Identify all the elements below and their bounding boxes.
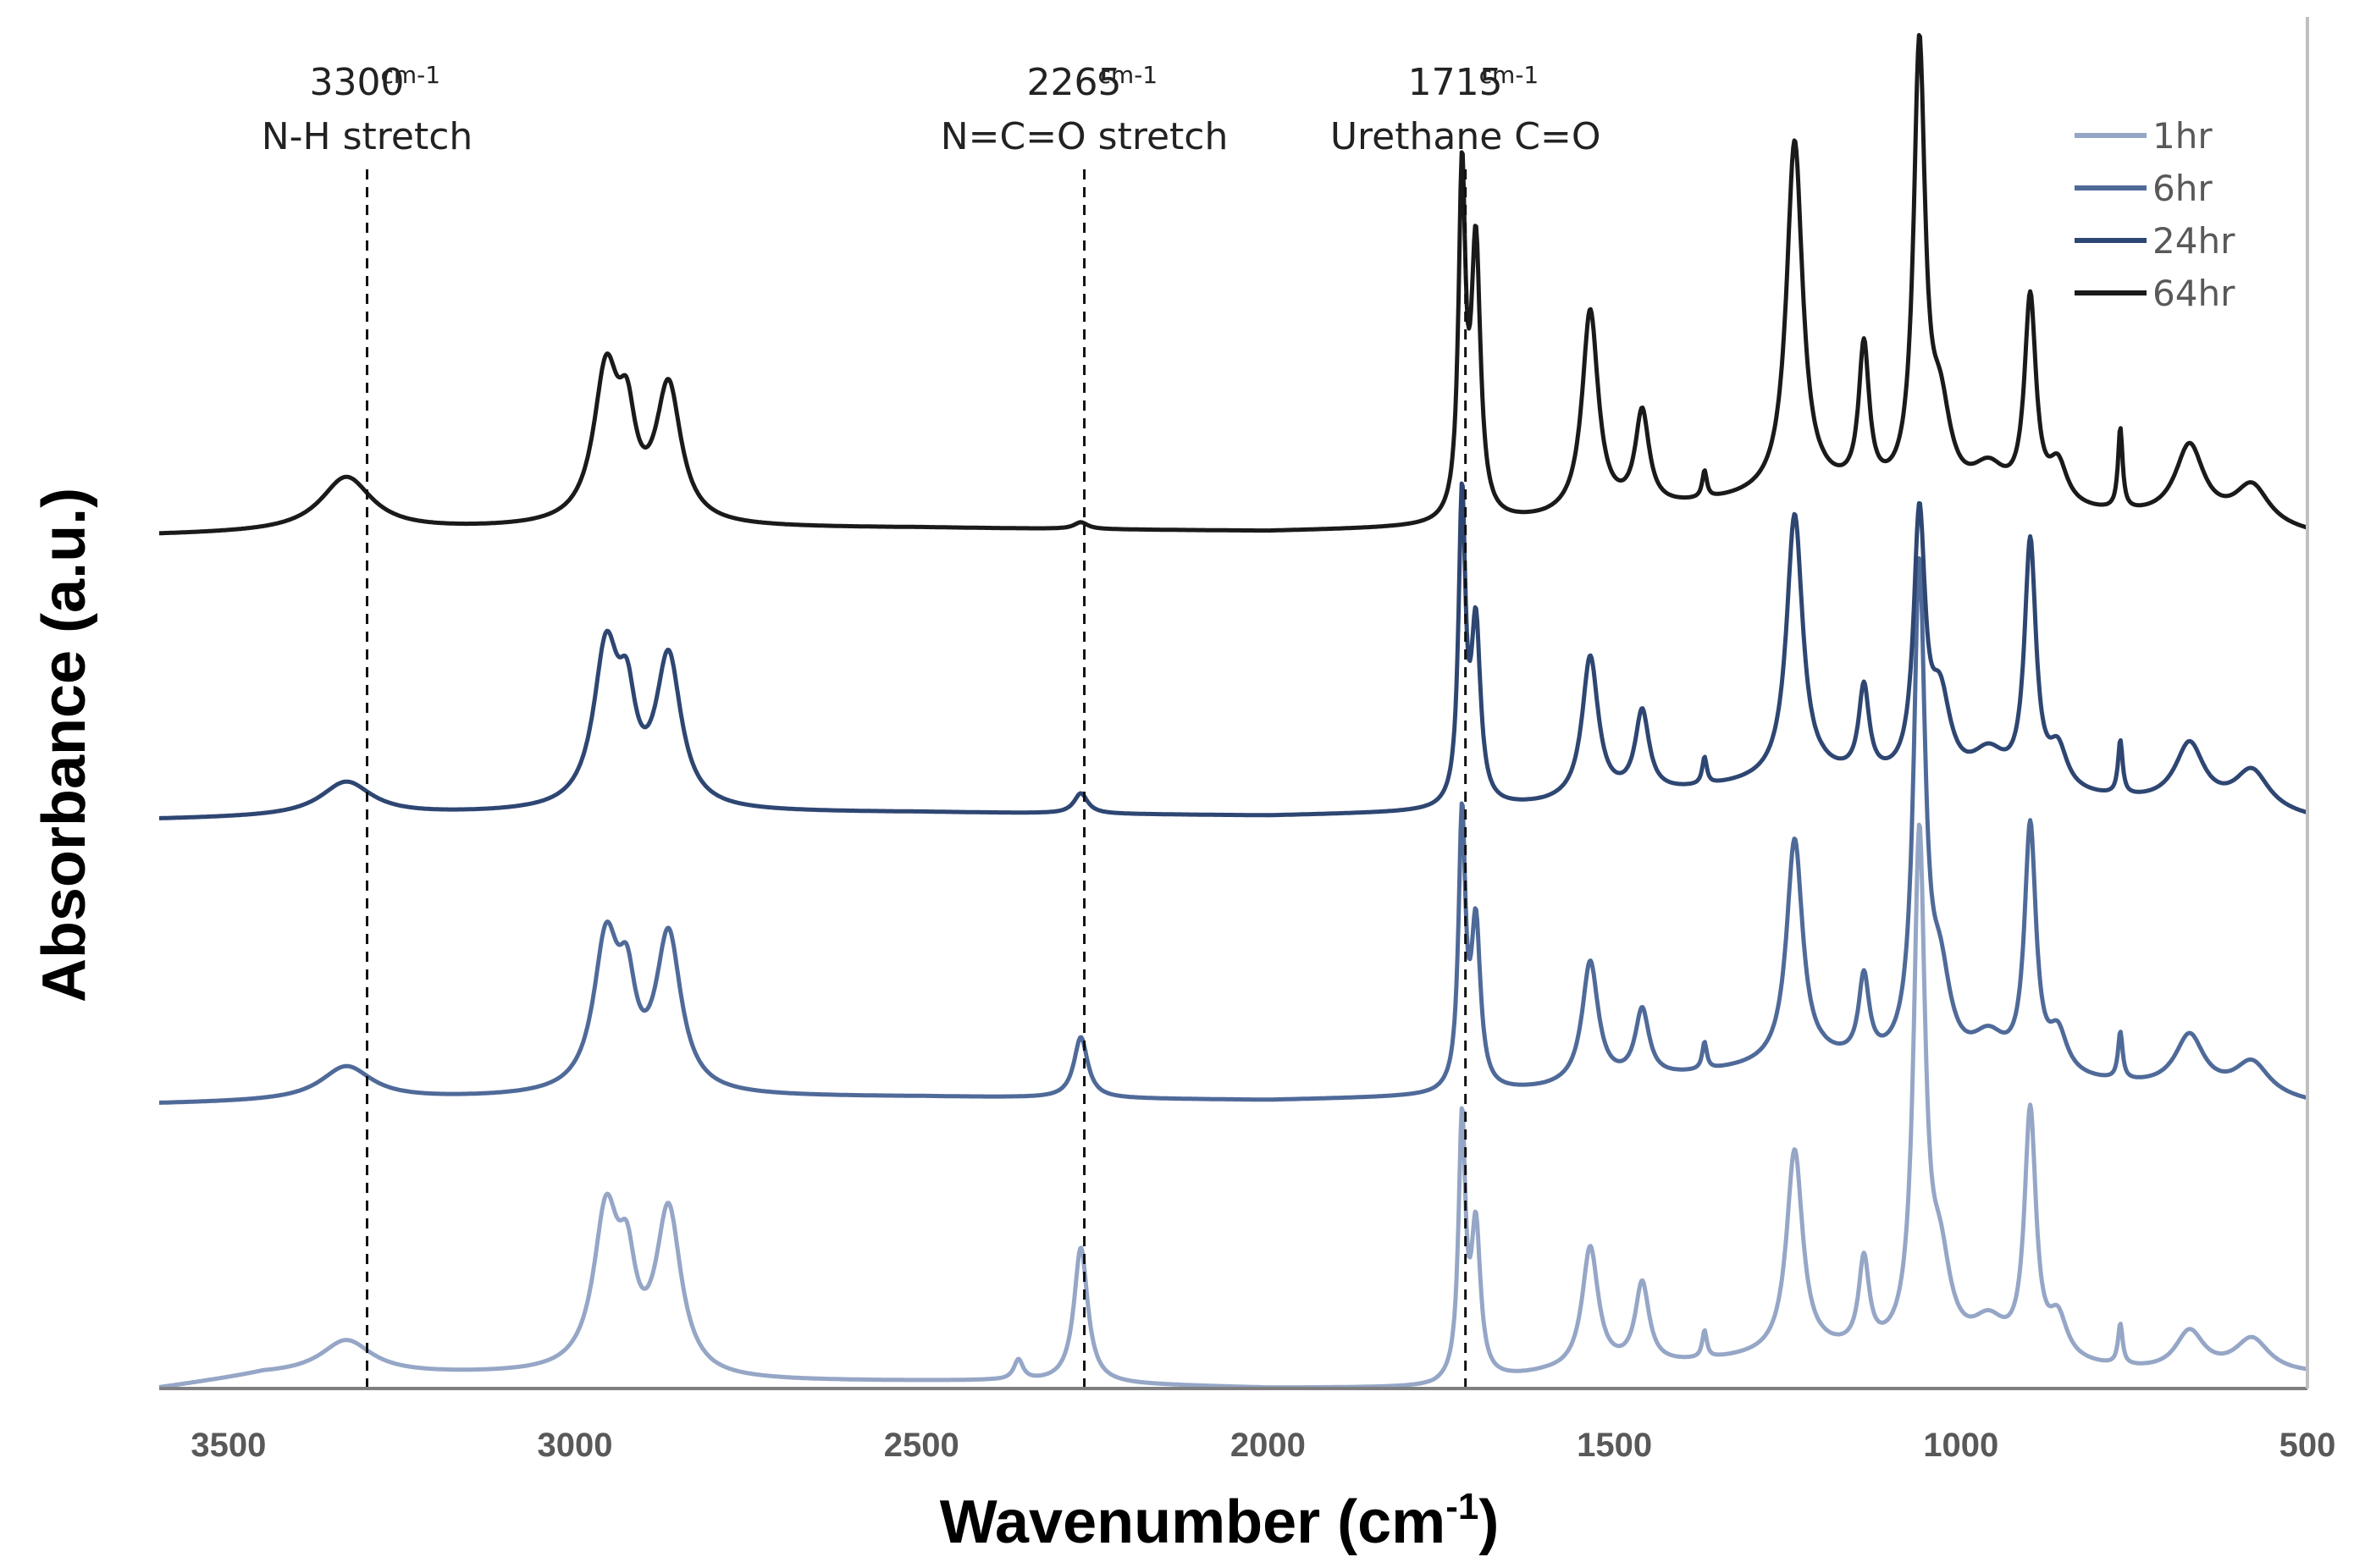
x-tick-500: 500: [2279, 1427, 2336, 1464]
annotation-label-2265: N=C=O stretch: [941, 115, 1229, 158]
x-tick-labels: 3500 3000 2500 2000 1500 1000 500: [191, 1427, 2335, 1464]
legend-label-64hr: 64hr: [2152, 273, 2235, 314]
annotation-unit-1715: cm-1: [1479, 61, 1539, 89]
x-axis-title-main: Wavenumber (cm: [940, 1488, 1445, 1556]
series-line-64hr: [157, 33, 2308, 536]
x-axis-title-sup: -1: [1445, 1486, 1478, 1527]
x-axis-title-close: ): [1478, 1488, 1499, 1556]
x-tick-2000: 2000: [1230, 1427, 1306, 1464]
y-axis-title: Absorbance (a.u.): [30, 488, 98, 1002]
series-layer: [157, 33, 2308, 1390]
annotation-wavenumber-2265: 2265: [1027, 61, 1122, 104]
legend-label-6hr: 6hr: [2152, 168, 2213, 209]
legend: 1hr 6hr 24hr 64hr: [2075, 115, 2235, 314]
annotation-unit-2265: cm-1: [1098, 61, 1158, 89]
x-tick-3000: 3000: [538, 1427, 613, 1464]
legend-label-1hr: 1hr: [2152, 115, 2213, 157]
x-tick-1500: 1500: [1577, 1427, 1652, 1464]
x-tick-2500: 2500: [884, 1427, 959, 1464]
series-line-6hr: [157, 556, 2308, 1105]
annotation-wavenumber-3300: 3300: [310, 61, 405, 104]
series-line-24hr: [157, 481, 2308, 820]
series-line-1hr: [157, 822, 2308, 1390]
x-tick-3500: 3500: [191, 1427, 266, 1464]
x-axis-title: Wavenumber (cm-1): [940, 1486, 1500, 1556]
annotation-wavenumber-1715: 1715: [1408, 61, 1503, 104]
annotation-label-3300: N-H stretch: [262, 115, 473, 158]
annotation-label-1715: Urethane C=O: [1330, 115, 1601, 158]
x-tick-1000: 1000: [1923, 1427, 1998, 1464]
annotation-unit-3300: cm-1: [381, 61, 441, 89]
legend-label-24hr: 24hr: [2152, 220, 2235, 262]
